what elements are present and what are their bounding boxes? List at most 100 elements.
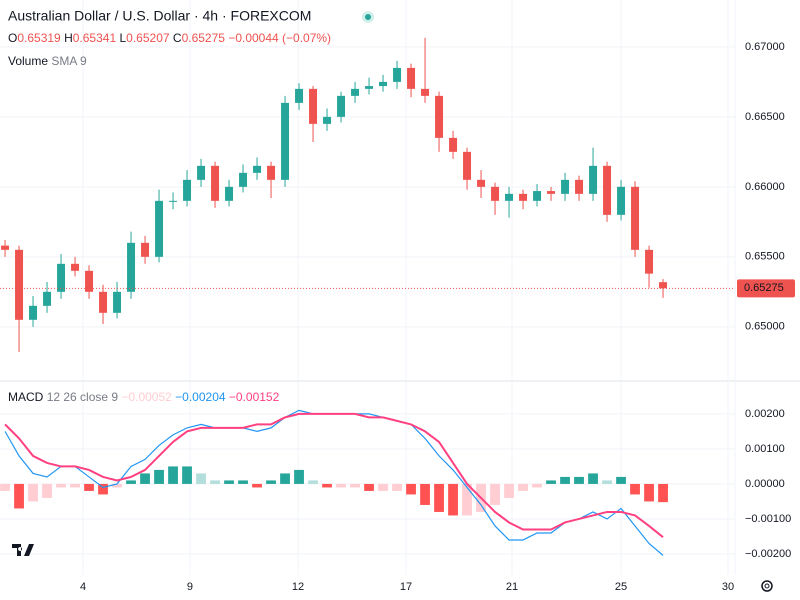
x-tick-label: 12	[292, 581, 304, 593]
candle-body	[183, 179, 192, 201]
candle-body	[659, 282, 668, 289]
candle-body	[393, 67, 402, 82]
x-tick-label: 25	[615, 581, 627, 593]
histogram-bar	[630, 483, 640, 495]
x-tick-label: 9	[187, 581, 193, 593]
ohlc-key: L	[119, 31, 126, 45]
y-tick-label: 0.00000	[745, 478, 785, 490]
candle-body	[337, 95, 346, 117]
histogram-bar	[126, 480, 136, 484]
last-price-box	[737, 279, 795, 298]
histogram-bar	[658, 483, 668, 503]
indicator-settings: 12 26 close 9	[47, 390, 119, 404]
candle-body	[197, 165, 206, 180]
candle-body	[127, 242, 136, 292]
candle-body	[15, 249, 24, 320]
histogram-bar	[574, 476, 584, 484]
candle-body	[239, 172, 248, 187]
candle-body	[463, 151, 472, 180]
candle-body	[589, 165, 598, 194]
candle-body	[645, 249, 654, 274]
histogram-bar	[364, 483, 374, 491]
histogram-bar	[224, 480, 234, 484]
candle-body	[631, 186, 640, 250]
candle-body	[449, 137, 458, 152]
histogram-bar	[448, 483, 458, 516]
x-tick-label: 4	[80, 581, 86, 593]
candle-body	[491, 186, 500, 201]
y-tick-label: 0.67000	[745, 41, 785, 53]
histogram-bar	[406, 483, 416, 495]
ohlc-value: 0.65275	[182, 31, 226, 45]
candle-body	[57, 263, 66, 292]
candle-body	[281, 102, 290, 180]
histogram-bar	[504, 483, 514, 498]
candle-body	[113, 291, 122, 313]
candle-body	[253, 165, 262, 173]
x-tick-label: 30	[722, 581, 734, 593]
histogram-bar	[560, 476, 570, 484]
histogram-bar	[14, 483, 24, 509]
candle-body	[603, 165, 612, 215]
y-tick-label: 0.66500	[745, 111, 785, 123]
y-tick-label: −0.00200	[745, 548, 791, 560]
macd-value: −0.00204	[175, 390, 226, 404]
volume-label: Volume	[8, 54, 48, 68]
candle-body	[43, 291, 52, 306]
candle-body	[169, 200, 178, 202]
candle-body	[141, 242, 150, 257]
histogram-bar	[322, 483, 332, 488]
candle-body	[407, 67, 416, 89]
candle-body	[1, 245, 10, 250]
volume-setting: SMA 9	[51, 54, 87, 68]
candle-body	[435, 95, 444, 138]
candle-body	[85, 270, 94, 292]
candle-body	[351, 88, 360, 96]
candle-body	[561, 179, 570, 194]
histogram-bar	[336, 483, 346, 488]
histogram-bar	[644, 483, 654, 502]
y-tick-label: 0.65500	[745, 251, 785, 263]
macd-legend: MACD 12 26 close 9 −0.00052 −0.00204 −0.…	[8, 390, 280, 404]
status-dot-core	[365, 14, 371, 20]
histogram-bar	[378, 483, 388, 491]
histogram-bar	[616, 476, 626, 484]
histogram-bar	[294, 469, 304, 484]
candle-body	[71, 263, 80, 271]
histogram-bar	[56, 483, 66, 488]
change: −0.00044 (−0.07%)	[228, 31, 331, 45]
candle-body	[267, 165, 276, 180]
settings-button[interactable]	[761, 580, 773, 592]
y-tick-label: 0.66000	[745, 181, 785, 193]
candle-body	[211, 165, 220, 201]
ohlc-key: O	[8, 31, 17, 45]
histogram-bar	[266, 480, 276, 484]
histogram-bar	[112, 483, 122, 488]
y-tick-label: 0.00100	[745, 443, 785, 455]
histogram-bar	[168, 466, 178, 484]
candle-body	[379, 81, 388, 87]
candle-body	[533, 191, 542, 201]
candle-body	[547, 191, 556, 194]
ohlc-key: C	[173, 31, 182, 45]
candle-body	[477, 179, 486, 187]
histogram-bar	[154, 469, 164, 484]
candle-body	[575, 179, 584, 194]
candle-body	[323, 116, 332, 124]
candle-body	[295, 88, 304, 103]
candle-body	[309, 88, 318, 124]
logo	[12, 544, 34, 556]
candle-body	[155, 200, 164, 257]
marks	[0, 37, 735, 556]
histogram-bar	[420, 483, 430, 505]
ohlc-key: H	[64, 31, 73, 45]
histogram-bar	[84, 483, 94, 491]
histogram-bar	[490, 483, 500, 505]
candle-body	[519, 193, 528, 201]
histogram-bar	[588, 473, 598, 484]
histogram-bar	[238, 480, 248, 484]
histogram-bar	[602, 480, 612, 484]
y-tick-label: −0.00100	[745, 513, 791, 525]
candle-body	[617, 186, 626, 215]
